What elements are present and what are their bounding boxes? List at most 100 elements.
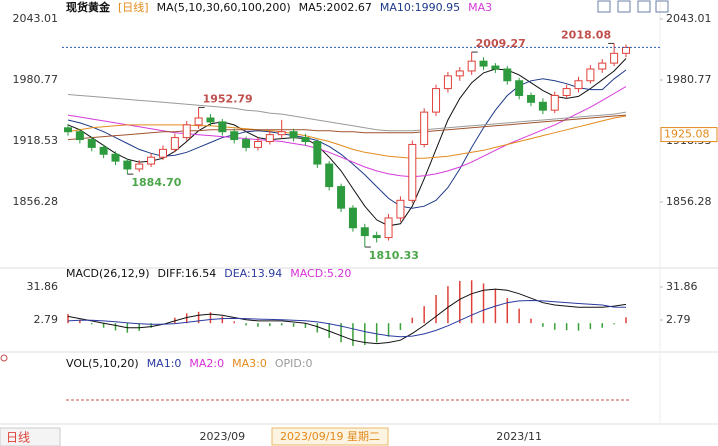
candle-body (289, 131, 298, 139)
period-label: 日线 (6, 431, 30, 445)
candle-body (265, 134, 274, 143)
candle-body (384, 217, 393, 239)
y-tick-label: 2043.01 (13, 12, 59, 25)
volume-label: VOL(5,10,20) (66, 357, 139, 370)
y-tick-label: 31.86 (666, 280, 698, 293)
candle-body (396, 199, 405, 219)
candle-body (432, 88, 441, 113)
ma-line (67, 114, 627, 141)
candle-body (348, 207, 357, 229)
candle-body (598, 62, 607, 70)
candle-body (610, 52, 619, 64)
legend-entry: MA10:1990.95 (380, 1, 460, 14)
icon[interactable] (637, 0, 651, 13)
candle-body (443, 75, 452, 90)
candle-body (337, 186, 346, 209)
volume-label: MA1:0 (147, 357, 182, 370)
macd-line (67, 299, 627, 338)
candle-body (206, 117, 215, 123)
y-tick-label: 31.86 (27, 280, 59, 293)
volume-label: MA3:0 (232, 357, 267, 370)
candle-body (467, 60, 476, 72)
icon[interactable] (597, 0, 611, 13)
y-tick-label: 1856.28 (13, 195, 59, 208)
annotation: 1952.79 (203, 92, 253, 105)
candle-body (64, 127, 72, 133)
volume-label: OPID:0 (275, 357, 313, 370)
y-tick-label: 2.79 (666, 313, 691, 326)
candle-body (99, 146, 108, 155)
legend-entry: MA3 (468, 1, 492, 14)
annotation: 1884.70 (131, 176, 181, 189)
candle-body (277, 131, 286, 136)
y-tick-label: 1856.28 (666, 195, 712, 208)
crosshair-box (271, 427, 389, 446)
y-tick-label: 1980.77 (666, 73, 712, 86)
chart-title: 现货黄金 (66, 0, 111, 14)
candle-body (372, 235, 381, 239)
candle-body (301, 137, 310, 143)
y-tick-label: 1980.77 (13, 73, 59, 86)
candle-body (325, 163, 334, 188)
candle-body (503, 68, 512, 82)
candle-body (479, 60, 488, 67)
icon[interactable] (617, 0, 631, 13)
x-tick-label: 2023/11 (496, 430, 542, 443)
y-tick-label: 2.79 (34, 313, 59, 326)
annotation: 1810.33 (369, 249, 419, 262)
candle-body (135, 163, 144, 170)
candle-body (408, 143, 417, 201)
candle-body (218, 121, 227, 133)
candle-body (194, 117, 203, 126)
y-tick-label: 1918.53 (13, 134, 59, 147)
x-tick-label: 2023/09 (199, 430, 245, 443)
panel-title: MACD(26,12,9) (66, 267, 150, 280)
panel-icon[interactable] (0, 354, 8, 362)
candle-body (253, 141, 262, 148)
price-marker: 1925.08 (664, 128, 710, 141)
y-tick-label: 2043.01 (666, 12, 712, 25)
candle-body (158, 148, 167, 158)
period: [日线] (118, 0, 149, 14)
ma-line (67, 115, 627, 159)
annotation: 2009.27 (476, 37, 526, 50)
candle-body (586, 68, 595, 82)
candle-body (123, 160, 132, 170)
legend-entry: DIFF:16.54 (158, 267, 217, 280)
toolbar-icons (597, 0, 669, 13)
crosshair-label: 2023/09/19 星期二 (280, 430, 380, 443)
candle-body (360, 227, 369, 237)
ma-line (67, 86, 627, 178)
candle-body (515, 80, 524, 96)
legend-entry: MA5:2002.67 (299, 1, 372, 14)
candle-body (170, 137, 179, 150)
candle-body (622, 46, 630, 54)
icon[interactable] (655, 0, 669, 13)
candle-body (242, 139, 251, 148)
candle-body (562, 88, 571, 96)
candle-body (538, 101, 547, 111)
candle-body (455, 70, 464, 77)
candle-body (313, 141, 322, 165)
candle-body (147, 156, 156, 165)
period-selector[interactable] (0, 427, 61, 446)
candle-body (230, 131, 239, 141)
candle-body (75, 131, 84, 141)
candle-body (111, 153, 120, 162)
candle-body (420, 111, 429, 145)
ma-line (67, 58, 627, 227)
candle-body (550, 94, 559, 111)
candle-body (87, 139, 96, 148)
annotation: 2018.08 (561, 28, 611, 41)
legend-entry: MACD:5.20 (290, 267, 351, 280)
volume-label: MA2:0 (189, 357, 224, 370)
legend-entry: DEA:13.94 (224, 267, 282, 280)
candle-body (574, 80, 583, 90)
indicator: MA(5,10,30,60,100,200) (157, 1, 291, 14)
ma-line (67, 94, 627, 132)
candle-body (527, 94, 536, 103)
candle-body (182, 124, 191, 139)
price-marker-box (660, 127, 718, 143)
